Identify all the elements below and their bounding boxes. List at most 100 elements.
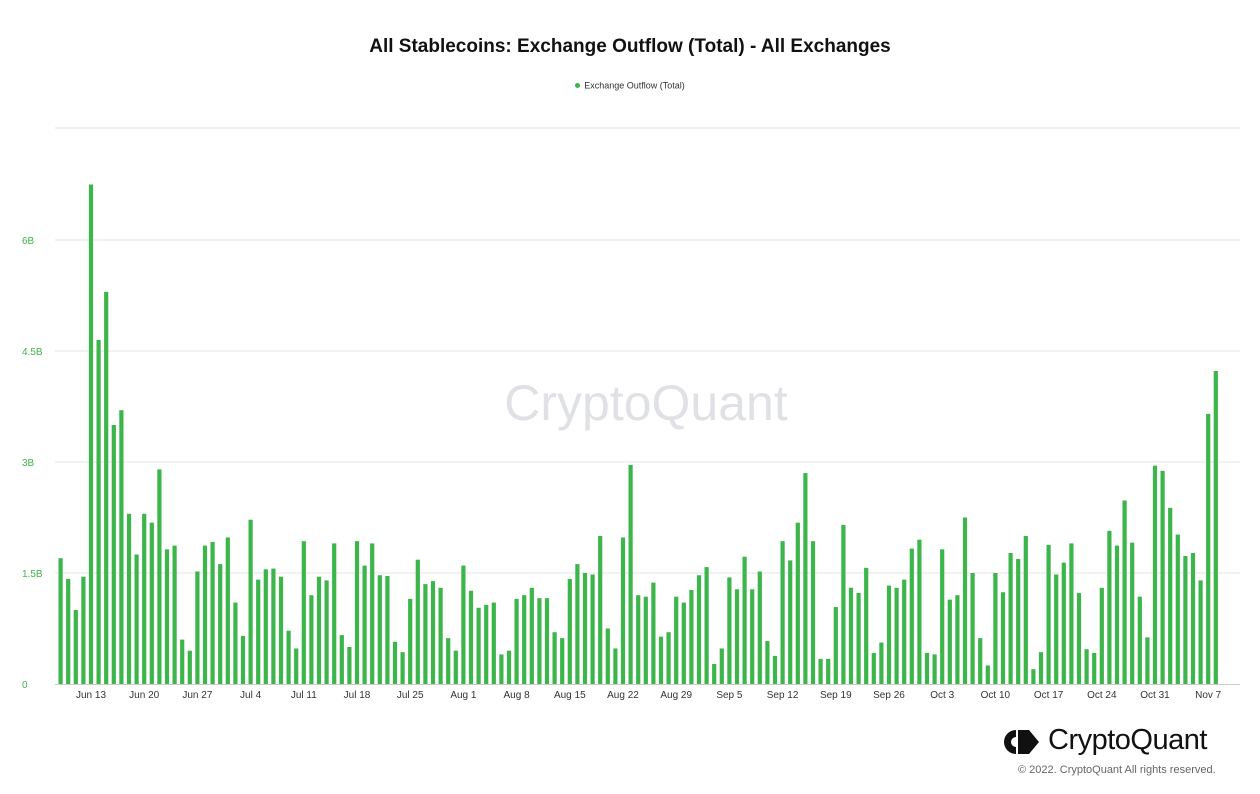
bar[interactable] xyxy=(58,558,63,684)
bar[interactable] xyxy=(111,425,116,684)
bar[interactable] xyxy=(415,559,420,684)
bar[interactable] xyxy=(879,642,884,684)
bar[interactable] xyxy=(1107,530,1112,684)
bar[interactable] xyxy=(620,537,626,684)
bar[interactable] xyxy=(271,568,276,684)
bar[interactable] xyxy=(210,541,215,684)
bar[interactable] xyxy=(544,598,550,684)
bar[interactable] xyxy=(438,587,443,684)
bar[interactable] xyxy=(400,652,405,684)
bar[interactable] xyxy=(1114,545,1120,684)
bar[interactable] xyxy=(446,638,451,684)
bar[interactable] xyxy=(1160,470,1165,684)
bar[interactable] xyxy=(978,638,983,684)
bar[interactable] xyxy=(164,549,170,684)
bar[interactable] xyxy=(826,658,831,684)
bar[interactable] xyxy=(354,541,360,684)
bar[interactable] xyxy=(750,589,755,684)
bar[interactable] xyxy=(339,635,344,684)
bar[interactable] xyxy=(142,513,147,684)
bar[interactable] xyxy=(1099,587,1104,684)
bar[interactable] xyxy=(742,556,747,684)
bar[interactable] xyxy=(370,543,375,684)
bar[interactable] xyxy=(529,587,534,684)
bar[interactable] xyxy=(468,590,474,684)
bar[interactable] xyxy=(96,339,101,684)
bar[interactable] xyxy=(772,655,778,684)
bar[interactable] xyxy=(202,545,208,684)
bar[interactable] xyxy=(1023,536,1028,684)
bar[interactable] xyxy=(180,639,185,684)
bar[interactable] xyxy=(256,579,261,684)
bar[interactable] xyxy=(149,522,154,684)
bar[interactable] xyxy=(1206,413,1211,684)
bar[interactable] xyxy=(294,648,299,684)
bar[interactable] xyxy=(66,578,71,684)
bar[interactable] xyxy=(833,607,838,684)
bar[interactable] xyxy=(1168,507,1173,684)
bar[interactable] xyxy=(719,648,724,684)
bar[interactable] xyxy=(1008,553,1013,684)
bar[interactable] xyxy=(1000,592,1006,684)
bar[interactable] xyxy=(917,539,922,684)
bar[interactable] xyxy=(476,607,481,684)
bar[interactable] xyxy=(408,598,413,684)
bar[interactable] xyxy=(932,654,937,684)
bar[interactable] xyxy=(225,537,230,684)
bar[interactable] xyxy=(491,602,496,684)
bar[interactable] xyxy=(1145,637,1150,684)
bar[interactable] xyxy=(666,632,671,684)
bar[interactable] xyxy=(119,410,124,684)
bar[interactable] xyxy=(1190,553,1196,684)
bar[interactable] xyxy=(636,595,641,684)
bar[interactable] xyxy=(537,598,542,684)
bar[interactable] xyxy=(712,664,717,684)
bar[interactable] xyxy=(1054,574,1059,684)
bar[interactable] xyxy=(871,652,876,684)
bar[interactable] xyxy=(484,604,489,684)
bar[interactable] xyxy=(187,650,192,684)
bar[interactable] xyxy=(157,469,162,684)
bar[interactable] xyxy=(651,582,656,684)
bar[interactable] xyxy=(1122,500,1127,684)
bar[interactable] xyxy=(73,610,78,684)
bar[interactable] xyxy=(582,573,588,684)
bar[interactable] xyxy=(909,548,914,684)
bar[interactable] xyxy=(1175,534,1180,684)
bar[interactable] xyxy=(993,573,998,684)
bar[interactable] xyxy=(841,524,846,684)
bar[interactable] xyxy=(263,569,268,684)
bar[interactable] xyxy=(1016,558,1021,684)
bar[interactable] xyxy=(332,543,337,684)
bar[interactable] xyxy=(598,536,603,684)
bar[interactable] xyxy=(514,598,519,684)
bar[interactable] xyxy=(506,650,512,684)
bar[interactable] xyxy=(788,560,793,684)
bar[interactable] xyxy=(1046,544,1051,684)
bar[interactable] xyxy=(324,580,329,684)
bar[interactable] xyxy=(377,575,382,684)
bar[interactable] xyxy=(316,576,322,684)
bar[interactable] xyxy=(1152,465,1158,684)
bar[interactable] xyxy=(1084,649,1089,684)
bar[interactable] xyxy=(681,602,686,684)
bar[interactable] xyxy=(248,519,253,684)
bar[interactable] xyxy=(134,554,139,685)
bar[interactable] xyxy=(643,596,648,684)
bar[interactable] xyxy=(461,565,466,684)
bar[interactable] xyxy=(301,541,306,684)
bar[interactable] xyxy=(575,564,580,684)
bar[interactable] xyxy=(1092,652,1097,684)
bar[interactable] xyxy=(613,648,618,684)
bar[interactable] xyxy=(1061,562,1066,684)
bar[interactable] xyxy=(347,647,352,684)
bar[interactable] xyxy=(795,522,800,684)
bar[interactable] xyxy=(864,567,869,684)
bar[interactable] xyxy=(856,592,861,684)
bar[interactable] xyxy=(955,595,960,684)
bar[interactable] xyxy=(590,574,595,684)
bar[interactable] xyxy=(757,571,762,684)
bar[interactable] xyxy=(704,567,709,684)
bar[interactable] xyxy=(810,541,816,684)
bar[interactable] xyxy=(392,641,398,684)
